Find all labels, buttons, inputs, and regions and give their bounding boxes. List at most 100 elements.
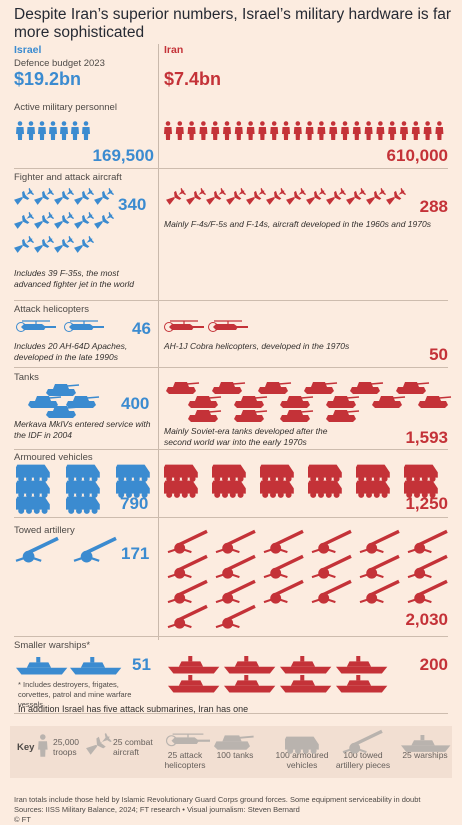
israel-artillery-value: 171 (121, 544, 150, 563)
iran-armoured-vehicle-icon (260, 464, 294, 482)
israel-fighter-jet-icon (94, 211, 115, 229)
israel-tanks-value: 400 (121, 394, 150, 413)
iran-towed-artillery-icon (311, 579, 352, 604)
iran-troops-icon (305, 121, 314, 140)
aircraft-label: Fighter and attack aircraft (14, 172, 122, 183)
key-troop-icon (38, 734, 48, 757)
iran-helicopters-note: AH-1J Cobra helicopters, developed in th… (164, 341, 350, 351)
israel-towed-artillery-icon (73, 536, 117, 563)
iran-fighter-jet-icon (186, 187, 207, 205)
iran-troops-icon (400, 121, 408, 140)
iran-towed-artillery-icon (215, 529, 256, 554)
key-troops-label: 25,000 troops (53, 737, 79, 757)
iran-armoured-vehicle-icon (404, 464, 438, 482)
section-divider (14, 636, 448, 637)
section-divider (14, 449, 448, 450)
iran-towed-artillery-icon (215, 554, 256, 579)
column-divider (158, 44, 159, 640)
iran-towed-artillery-icon (407, 554, 448, 579)
warships-label: Smaller warships* (14, 640, 91, 651)
iran-towed-artillery-icon (311, 529, 352, 554)
key-artillery-label: 100 towed artillery pieces (335, 750, 391, 770)
israel-tank-icon (28, 396, 62, 408)
artillery-label: Towed artillery (14, 525, 75, 536)
iran-tank-icon (396, 382, 430, 394)
key-aircraft-label: 25 combat aircraft (113, 737, 153, 757)
iran-towed-artillery-icon (359, 554, 400, 579)
iran-troops-icon (199, 121, 208, 140)
iran-troops-icon (293, 121, 302, 140)
iran-armoured-vehicle-icon (308, 480, 342, 498)
iran-towed-artillery-icon (263, 554, 304, 579)
iran-troops-icon (223, 121, 231, 140)
iran-troops-icon (175, 121, 184, 140)
chart-title: Despite Iran’s superior numbers, Israel’… (14, 6, 452, 41)
iran-towed-artillery-icon (167, 554, 208, 579)
footer-note: Iran totals include those held by Islami… (14, 795, 421, 804)
israel-armoured-vehicle-icon (66, 480, 100, 498)
iran-troops-icon (317, 121, 326, 140)
iran-towed-artillery-icon (311, 554, 352, 579)
iran-towed-artillery-icon (263, 529, 304, 554)
israel-helicopters-note: Includes 20 AH-64D Apaches, developed in… (14, 341, 128, 362)
israel-tanks-note: Merkava MkIVs entered service with the I… (14, 419, 151, 440)
israel-budget-value: $19.2bn (14, 69, 82, 89)
iran-column-header: Iran (164, 44, 184, 56)
iran-tank-icon (188, 410, 222, 422)
iran-fighter-jet-icon (286, 187, 307, 205)
section-divider (14, 168, 448, 169)
israel-troops-icon (38, 121, 46, 140)
iran-budget-value: $7.4bn (164, 69, 222, 89)
iran-fighter-jet-icon (266, 187, 287, 205)
iran-armoured-vehicle-icon (212, 480, 246, 498)
iran-towed-artillery-icon (215, 604, 256, 629)
israel-warship-icon (70, 657, 122, 675)
israel-fighter-jet-icon (74, 235, 95, 253)
israel-warships-value: 51 (132, 655, 151, 674)
iran-artillery-value: 2,030 (405, 610, 448, 629)
iran-troops-icon (352, 121, 361, 140)
iran-warship-icon (168, 675, 220, 693)
iran-towed-artillery-icon (263, 579, 304, 604)
iran-towed-artillery-icon (407, 529, 448, 554)
key-label: Key (17, 742, 35, 753)
israel-fighter-jet-icon (74, 211, 95, 229)
israel-armoured-vehicle-icon (66, 464, 100, 482)
submarines-note: In addition Israel has five attack subma… (18, 704, 249, 714)
iran-helicopters-value: 50 (429, 345, 448, 364)
iran-tanks-value: 1,593 (405, 428, 448, 447)
israel-helicopter-icon (16, 320, 56, 332)
iran-aircraft-note: Mainly F-4s/F-5s and F-14s, aircraft dev… (164, 219, 431, 229)
iran-tank-icon (188, 396, 222, 408)
section-divider (14, 300, 448, 301)
iran-tank-icon (350, 382, 384, 394)
israel-fighter-jet-icon (54, 235, 75, 253)
footer-sources: Sources: IISS Military Balance, 2024; FT… (14, 805, 300, 814)
iran-towed-artillery-icon (167, 604, 208, 629)
key-tanks-label: 100 tanks (216, 750, 254, 760)
israel-armoured-vehicle-icon (116, 480, 150, 498)
iran-tanks-note: Mainly Soviet-era tanks developed after … (164, 426, 328, 447)
israel-aircraft-value: 340 (118, 195, 147, 214)
iran-warship-icon (336, 656, 388, 674)
key-tank-icon (214, 735, 254, 750)
footer-credit: © FT (14, 815, 31, 824)
israel-fighter-jet-icon (34, 235, 55, 253)
israel-troops-icon (60, 121, 68, 140)
israel-tank-icon (46, 384, 80, 396)
iran-tank-icon (234, 396, 268, 408)
key-helicopters-label: 25 attack helicopters (164, 750, 206, 770)
israel-helicopters-value: 46 (132, 319, 151, 338)
israel-column-header: Israel (14, 44, 42, 56)
iran-armoured-vehicle-icon (308, 464, 342, 482)
iran-tank-icon (166, 382, 200, 394)
iran-warships-value: 200 (419, 655, 448, 674)
iran-troops-icon (258, 121, 267, 140)
iran-warship-icon (280, 675, 332, 693)
section-divider (14, 713, 448, 714)
iran-tank-icon (258, 382, 292, 394)
iran-troops-icon (234, 121, 243, 140)
iran-helicopter-icon (208, 320, 248, 332)
israel-troops-icon (27, 121, 35, 140)
israel-personnel-value: 169,500 (92, 146, 154, 165)
